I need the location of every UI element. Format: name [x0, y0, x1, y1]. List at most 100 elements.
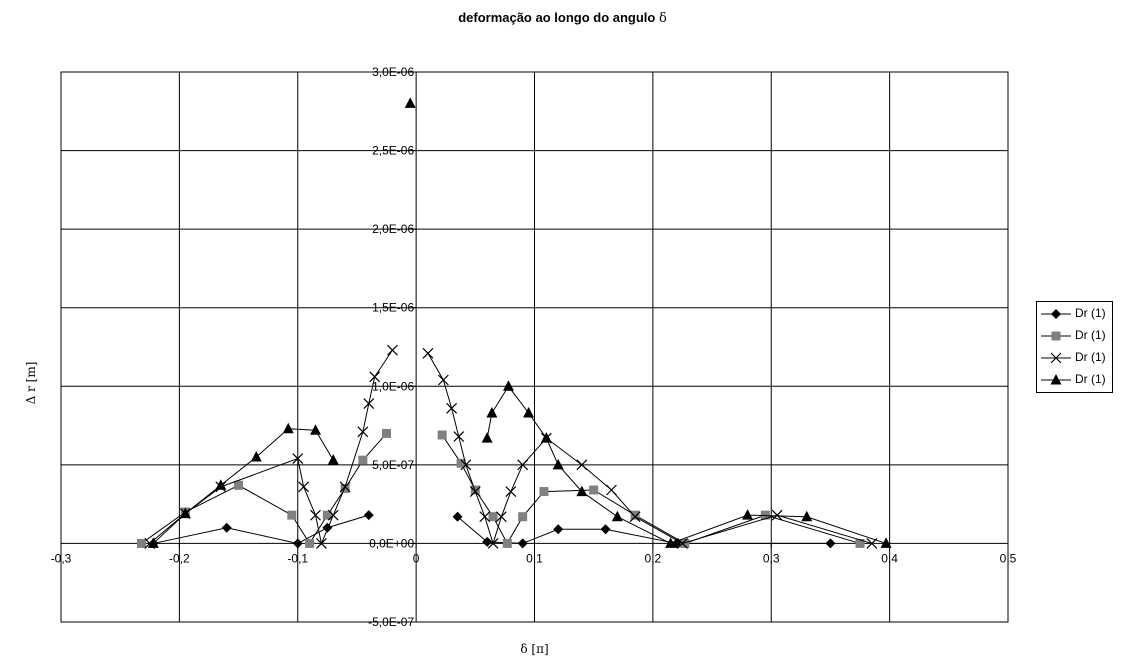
- x-tick-label: 0,3: [763, 551, 780, 565]
- data-point: [460, 459, 472, 471]
- data-point: [363, 398, 375, 409]
- y-axis-label: Δ r [m]: [24, 362, 38, 405]
- data-point: [446, 402, 458, 414]
- data-point: [369, 371, 381, 383]
- legend-item: Dr (1): [1037, 348, 1112, 368]
- data-point: [502, 380, 514, 391]
- data-point: [502, 538, 512, 548]
- legend-swatch: [1041, 331, 1071, 341]
- legend-label: Dr (1): [1075, 372, 1106, 386]
- legend: Dr (1) Dr (1) Dr (1) Dr (1): [1036, 301, 1113, 393]
- data-point: [234, 480, 244, 490]
- x-axis-label: δ [π]: [520, 642, 548, 656]
- x-tick-label: -0,1: [287, 551, 308, 565]
- data-point: [486, 407, 498, 418]
- chart-title: deformação ao longo do angulo δ: [458, 10, 667, 26]
- legend-swatch: [1041, 374, 1071, 385]
- y-tick-label: 3,0E-06: [372, 65, 414, 79]
- data-point: [517, 459, 529, 471]
- data-point: [540, 432, 552, 443]
- legend-item: Dr (1): [1037, 304, 1112, 324]
- y-tick-label: 2,0E-06: [372, 222, 414, 236]
- data-point: [576, 459, 588, 471]
- legend-label: Dr (1): [1075, 306, 1106, 320]
- x-tick-label: 0,4: [881, 551, 898, 565]
- data-point: [215, 479, 227, 490]
- data-point: [576, 485, 588, 497]
- legend-swatch: [1041, 352, 1071, 364]
- data-point: [523, 407, 535, 418]
- data-point: [322, 522, 333, 533]
- data-point: [357, 426, 369, 438]
- data-point: [250, 451, 262, 462]
- series-layer: [136, 97, 892, 549]
- data-point: [880, 537, 892, 548]
- data-point: [147, 537, 159, 548]
- data-point: [505, 486, 517, 497]
- data-point: [479, 511, 491, 523]
- data-point: [437, 430, 447, 440]
- data-point: [1051, 309, 1061, 319]
- data-point: [771, 509, 783, 521]
- grid-lines: [60, 71, 1009, 623]
- data-point: [327, 454, 339, 465]
- data-point: [552, 458, 564, 470]
- data-point: [470, 485, 480, 495]
- data-point: [680, 538, 690, 548]
- x-tick-label: 0,1: [526, 551, 543, 565]
- data-point: [855, 538, 865, 548]
- data-point: [339, 481, 351, 493]
- y-tick-label: -5,0E-07: [368, 615, 414, 629]
- data-point: [387, 344, 398, 356]
- data-point: [358, 455, 368, 465]
- legend-item: Dr (1): [1037, 326, 1112, 346]
- data-point: [310, 509, 321, 521]
- data-point: [382, 428, 392, 438]
- x-tick-label: 0,5: [1000, 551, 1017, 565]
- data-point: [481, 432, 493, 443]
- data-point: [327, 509, 339, 521]
- legend-label: Dr (1): [1075, 328, 1106, 342]
- data-point: [136, 538, 146, 548]
- data-point: [742, 509, 754, 520]
- series-4: [147, 97, 892, 548]
- data-point: [606, 484, 617, 496]
- x-tick-label: 0: [413, 551, 420, 565]
- y-tick-label: 1,0E-06: [372, 379, 414, 393]
- data-point: [469, 486, 481, 497]
- data-point: [1051, 331, 1061, 341]
- data-point: [539, 487, 549, 497]
- data-point: [801, 510, 813, 522]
- data-point: [221, 522, 232, 533]
- data-point: [292, 453, 304, 464]
- axes: -0,3 -0,2 -0,1 0 0,1 0,2 0,3 0,4 0,5 -5,0E-07 0,0E…: [51, 65, 1017, 629]
- data-point: [404, 97, 416, 108]
- data-point: [589, 485, 599, 495]
- data-point: [340, 483, 350, 493]
- data-point: [553, 524, 564, 535]
- series-line: [427, 353, 873, 546]
- y-tick-label: 2,5E-06: [372, 144, 414, 158]
- data-point: [1050, 352, 1062, 364]
- data-point: [825, 538, 836, 549]
- data-point: [517, 538, 528, 549]
- data-point: [282, 422, 294, 434]
- data-point: [437, 374, 449, 386]
- data-point: [518, 512, 528, 522]
- data-point: [611, 510, 623, 522]
- x-tick-label: -0,3: [51, 551, 72, 565]
- data-point: [179, 507, 191, 519]
- data-point: [322, 510, 332, 520]
- data-point: [488, 512, 498, 522]
- data-point: [316, 538, 327, 549]
- data-point: [287, 510, 297, 520]
- data-point: [422, 347, 434, 359]
- data-point: [453, 431, 465, 442]
- data-point: [456, 458, 466, 468]
- data-point: [665, 537, 677, 548]
- y-tick-label: 1,5E-06: [372, 301, 414, 315]
- x-tick-label: 0,2: [645, 551, 662, 565]
- data-point: [298, 481, 310, 493]
- data-point: [487, 538, 499, 549]
